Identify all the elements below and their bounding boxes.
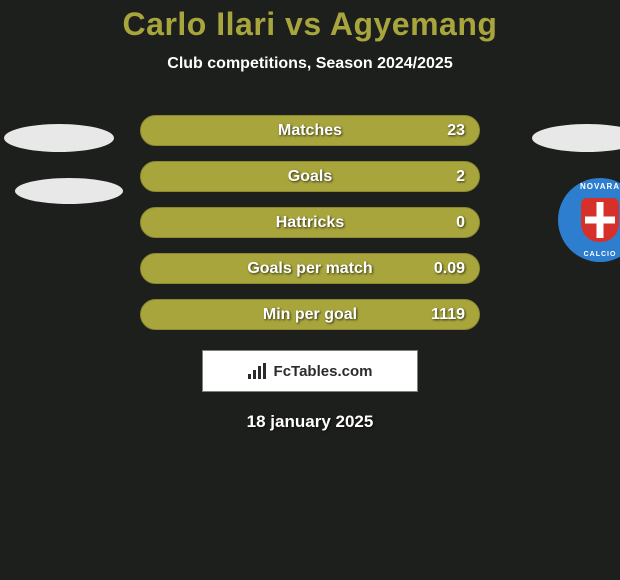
attribution-text: FcTables.com [274,363,373,380]
stat-bar: Hattricks0 [140,207,480,238]
stat-bar: Goals2 [140,161,480,192]
stat-bar: Min per goal1119 [140,299,480,330]
date-stamp: 18 january 2025 [0,412,620,432]
attribution-box: FcTables.com [202,350,418,392]
page-title: Carlo Ilari vs Agyemang [0,0,620,43]
stat-value: 0.09 [434,254,465,283]
stat-value: 23 [447,116,465,145]
stat-label: Goals per match [141,254,479,283]
stat-value: 0 [456,208,465,237]
stat-bar: Matches23 [140,115,480,146]
stat-label: Hattricks [141,208,479,237]
stat-label: Matches [141,116,479,145]
stat-value: 1119 [431,300,465,329]
stats-list: Matches23 Goals2 Hattricks0 Goals per match… [0,115,620,330]
stat-bar: Goals per match0.09 [140,253,480,284]
stat-label: Goals [141,162,479,191]
page-subtitle: Club competitions, Season 2024/2025 [0,55,620,73]
stat-value: 2 [456,162,465,191]
bar-chart-icon [248,363,268,379]
stat-label: Min per goal [141,300,479,329]
